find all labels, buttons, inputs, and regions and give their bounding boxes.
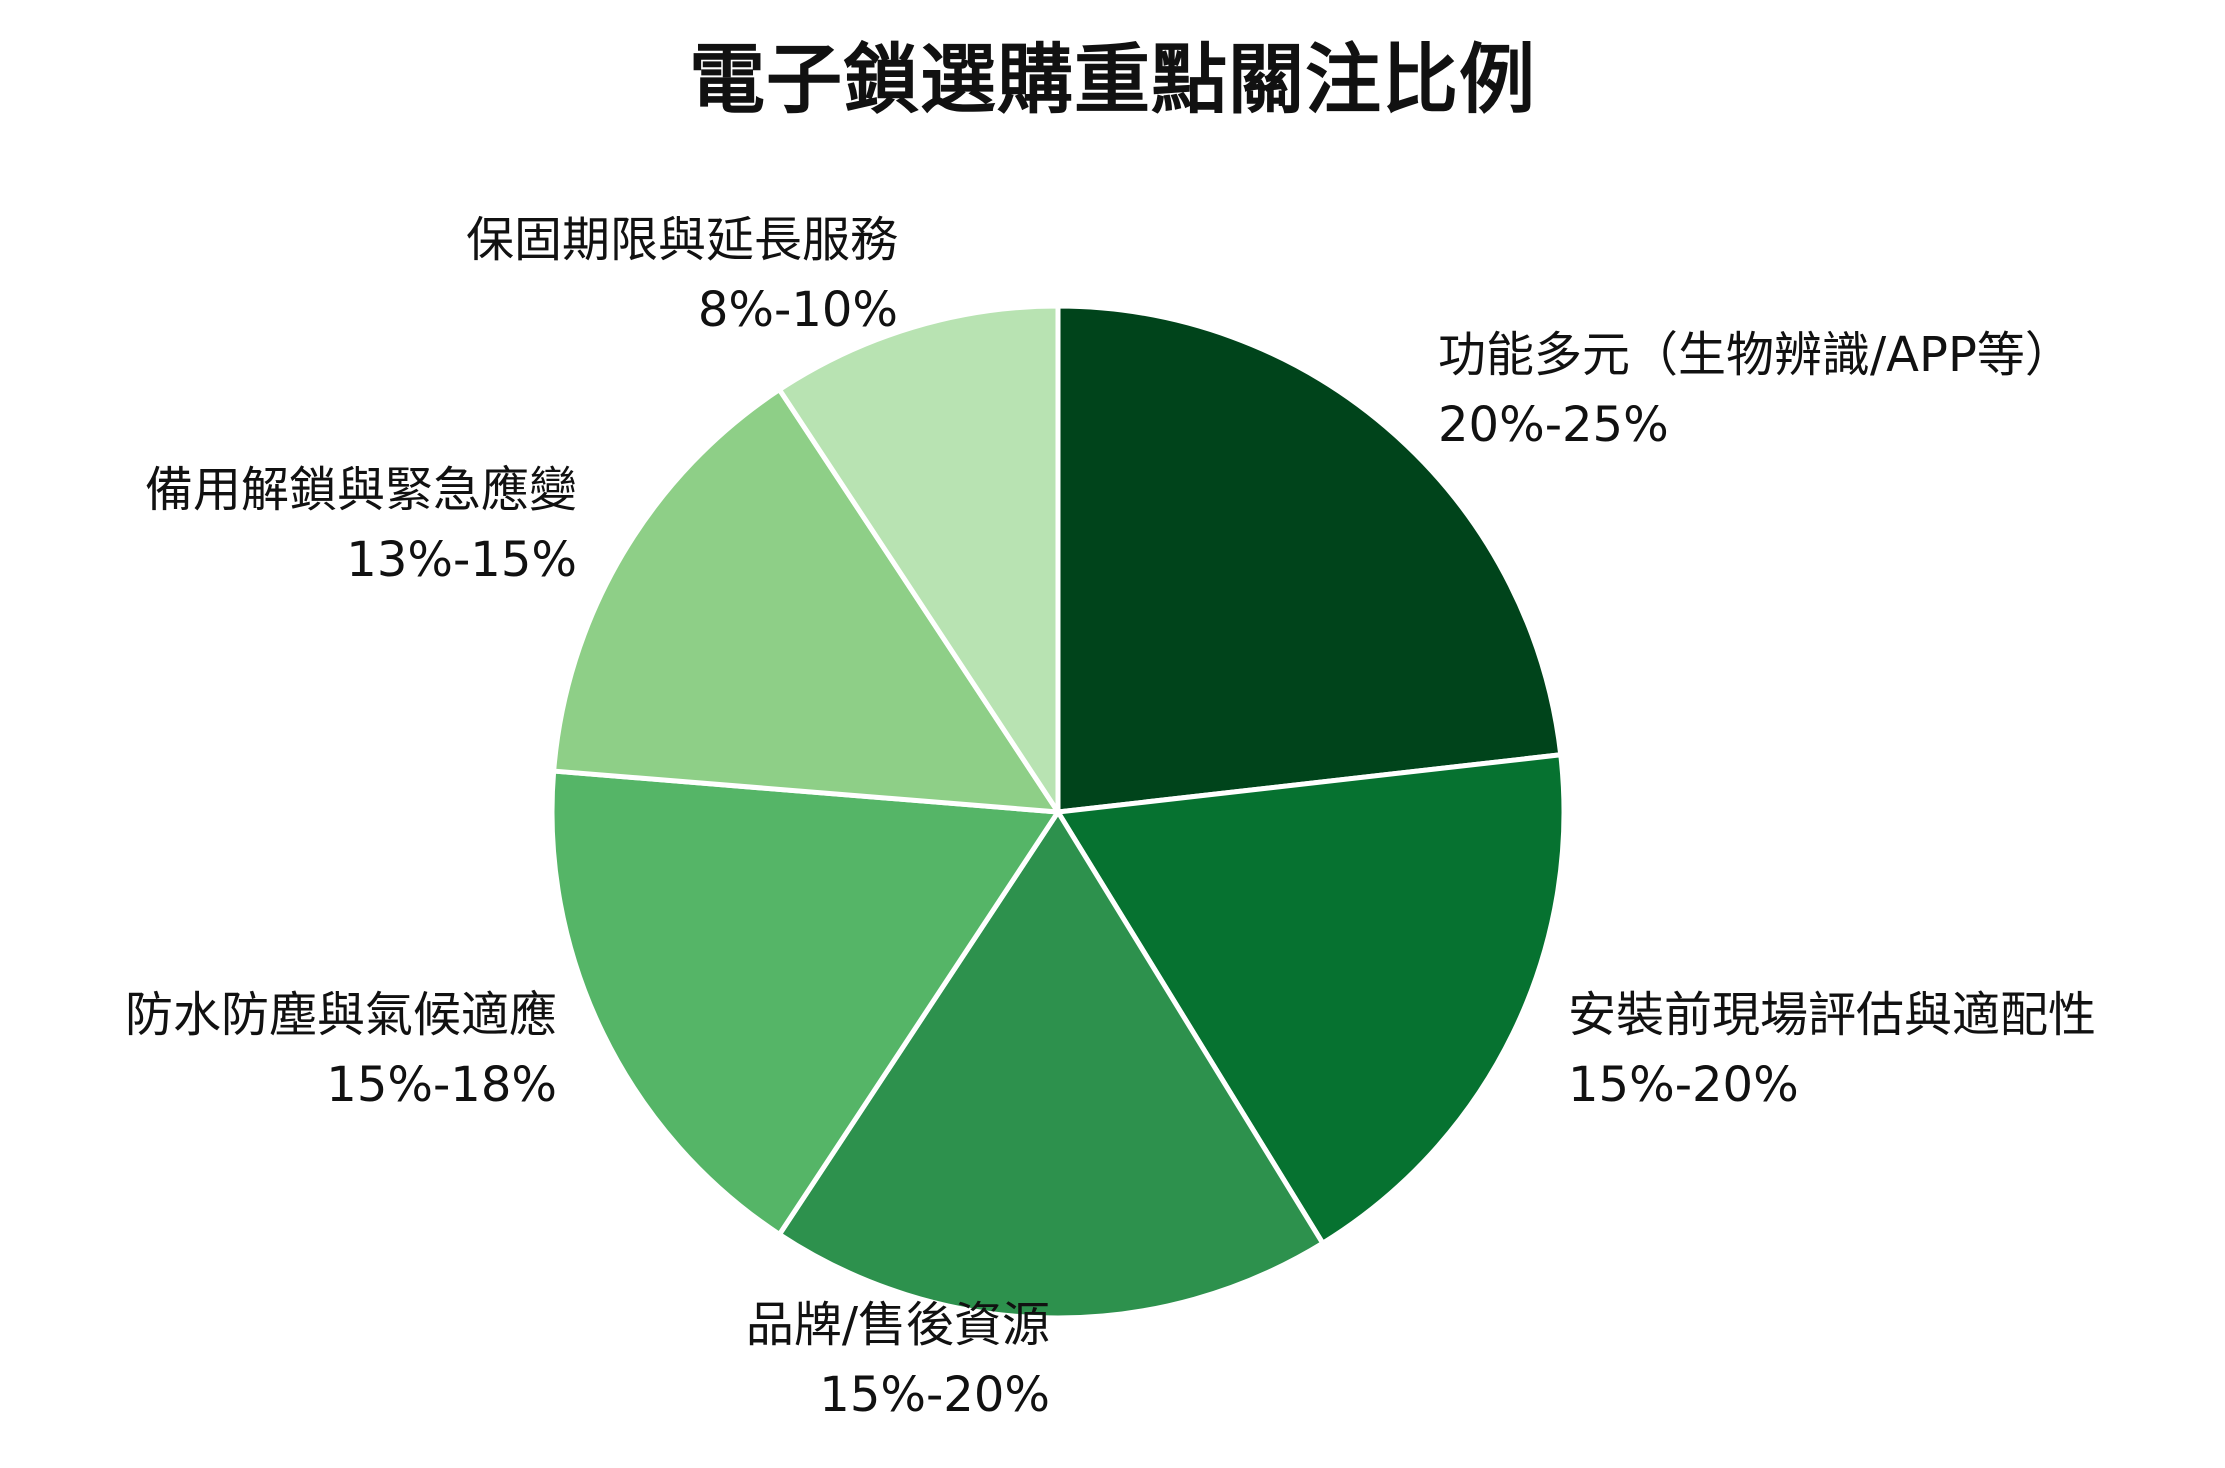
slice-label-name: 保固期限與延長服務 [465,212,898,268]
slice-label-features: 功能多元（生物辨識/APP等） 20%-25% [1438,320,2073,460]
pie-slice-backup-unlock [551,387,1061,815]
pie-slice-features [1055,303,1564,815]
slice-label-range: 15%-20% [1568,1057,1799,1113]
slice-label-warranty: 保固期限與延長服務 8%-10% [466,205,898,345]
chart-title: 電子鎖選購重點關注比例 [689,35,1536,124]
slice-label-range: 15%-20% [819,1367,1050,1423]
slice-label-range: 13%-15% [346,532,577,588]
slice-label-range: 15%-18% [326,1057,557,1113]
slice-label-installation: 安裝前現場評估與適配性 15%-20% [1568,980,2096,1120]
slice-label-brand-service: 品牌/售後資源 15%-20% [746,1290,1050,1430]
pie-slice-installation [1055,752,1567,1246]
slice-label-name: 安裝前現場評估與適配性 [1568,987,2097,1043]
pie-slice-brand-service [776,809,1326,1321]
pie-slice-weatherproof [549,768,1061,1237]
pie-slice-warranty [776,303,1061,815]
slice-label-name: 品牌/售後資源 [745,1297,1050,1353]
slice-label-name: 防水防塵與氣候適應 [124,987,557,1043]
slice-label-range: 8%-10% [697,282,898,338]
slice-label-range: 20%-25% [1438,397,1669,453]
slice-label-weatherproof: 防水防塵與氣候適應 15%-18% [125,980,557,1120]
slice-label-name: 功能多元（生物辨識/APP等） [1438,327,2073,383]
slice-label-name: 備用解鎖與緊急應變 [144,462,577,518]
slice-label-backup-unlock: 備用解鎖與緊急應變 13%-15% [145,455,577,595]
